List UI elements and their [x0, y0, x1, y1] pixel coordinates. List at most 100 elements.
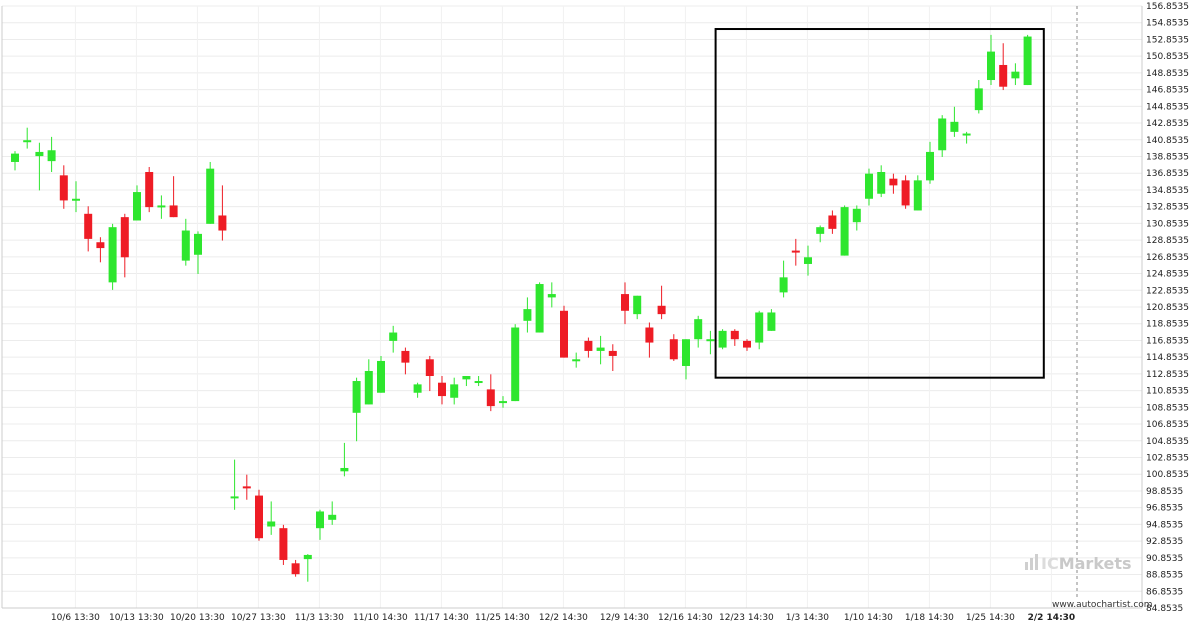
- candle: [584, 337, 593, 358]
- candle: [816, 225, 825, 243]
- y-tick-label: 84.8535: [1146, 604, 1183, 614]
- watermark-bar-icon: [1035, 554, 1038, 570]
- candle-body-up: [72, 198, 80, 201]
- candle: [1023, 34, 1032, 86]
- y-tick-label: 94.8535: [1146, 520, 1183, 530]
- candle: [987, 34, 995, 86]
- watermark-bar-icon: [1030, 558, 1033, 570]
- y-tick-label: 114.8535: [1146, 353, 1189, 363]
- candle: [962, 131, 971, 144]
- candle: [901, 175, 910, 209]
- candle-body-down: [730, 330, 739, 340]
- candle: [279, 524, 288, 565]
- watermark-prefix: IC: [1041, 554, 1059, 573]
- candle-body-up: [11, 153, 19, 162]
- y-tick-label: 124.8535: [1146, 270, 1189, 280]
- candle-body-down: [486, 389, 495, 407]
- svg-text:ICMarkets: ICMarkets: [1041, 554, 1132, 573]
- candle-body-up: [865, 173, 873, 199]
- x-tick-label: 10/20 13:30: [170, 613, 225, 623]
- x-tick-label: 10/13 13:30: [109, 613, 164, 623]
- candle-body-up: [108, 227, 117, 283]
- candle: [608, 344, 617, 371]
- candle-body-up: [23, 140, 32, 143]
- candle-body-up: [694, 319, 703, 340]
- candles: [11, 34, 1032, 582]
- candle: [425, 355, 434, 392]
- candle: [804, 245, 812, 276]
- y-tick-label: 138.8535: [1146, 153, 1189, 163]
- candle: [169, 176, 178, 218]
- candle: [669, 334, 678, 361]
- candle-body-down: [120, 217, 129, 258]
- candle: [645, 322, 654, 358]
- y-tick-label: 106.8535: [1146, 420, 1189, 430]
- candle: [877, 165, 886, 198]
- candle: [206, 161, 215, 224]
- candle-body-up: [804, 257, 812, 264]
- x-axis: 10/6 13:30 10/13 13:30 10/20 13:30 10/27 13…: [51, 613, 1075, 623]
- candle-body-up: [913, 180, 922, 211]
- y-tick-label: 116.8535: [1146, 336, 1189, 346]
- candle: [157, 195, 166, 219]
- y-tick-label: 98.8535: [1146, 487, 1183, 497]
- candle-body-down: [828, 215, 837, 229]
- candle: [511, 324, 520, 402]
- candle: [718, 329, 727, 350]
- candle: [999, 43, 1008, 91]
- candle-body-up: [462, 376, 471, 380]
- candle: [108, 223, 117, 290]
- candle-body-up: [352, 381, 361, 413]
- candle: [303, 554, 312, 582]
- candle-body-up: [840, 207, 849, 256]
- candle-body-down: [59, 175, 68, 201]
- x-tick-label: 2/2 14:30: [1028, 613, 1076, 623]
- y-tick-label: 122.8535: [1146, 286, 1189, 296]
- candle: [974, 80, 983, 114]
- candle-body-down: [291, 563, 300, 575]
- candle: [450, 377, 459, 405]
- candle: [926, 141, 934, 184]
- candle: [438, 376, 446, 405]
- candle-body-up: [572, 359, 581, 362]
- candle: [23, 127, 32, 149]
- candle-body-up: [816, 227, 825, 234]
- candle: [364, 359, 373, 405]
- candle: [889, 173, 898, 194]
- candle: [328, 501, 337, 525]
- y-tick-label: 88.8535: [1146, 571, 1183, 581]
- candle: [218, 185, 227, 241]
- candle-body-up: [718, 330, 727, 348]
- candle-body-up: [596, 347, 605, 351]
- candle: [35, 142, 44, 191]
- candle-body-up: [194, 233, 202, 255]
- candle-body-up: [987, 51, 995, 81]
- candle-body-down: [425, 359, 434, 377]
- candle: [72, 181, 80, 213]
- candle: [340, 442, 349, 477]
- candle: [462, 376, 471, 387]
- candle-body-up: [633, 295, 642, 315]
- candle: [120, 213, 129, 278]
- candle-body-down: [584, 340, 593, 351]
- candle-body-down: [621, 294, 629, 311]
- candle-body-up: [779, 277, 788, 293]
- candle: [401, 347, 410, 375]
- candle-body-up: [499, 401, 507, 404]
- candle-body-up: [1011, 71, 1020, 79]
- candle-body-down: [96, 242, 105, 249]
- candle-body-down: [999, 64, 1008, 87]
- candle-body-down: [145, 171, 154, 208]
- candle-body-up: [523, 309, 532, 321]
- candle: [938, 115, 947, 157]
- candle-body-up: [450, 384, 459, 398]
- candle: [316, 509, 324, 540]
- candle-body-down: [279, 528, 288, 560]
- candle: [59, 165, 68, 209]
- candle-body-up: [767, 312, 776, 331]
- candle: [706, 330, 715, 355]
- candle-body-up: [852, 208, 861, 223]
- candle-body-down: [743, 340, 751, 348]
- y-tick-label: 146.8535: [1146, 86, 1189, 96]
- candle-body-down: [255, 495, 263, 539]
